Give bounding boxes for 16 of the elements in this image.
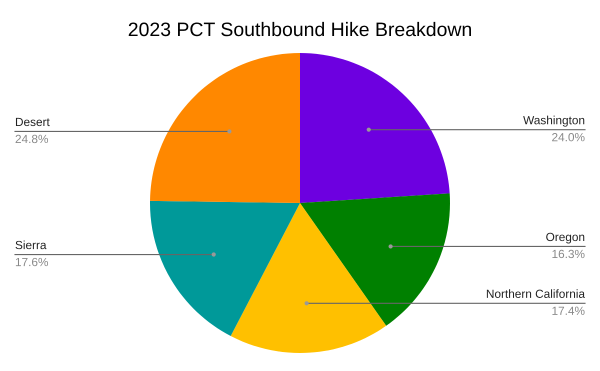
data-label: 16.3% <box>552 250 585 258</box>
pie-slice <box>300 53 450 203</box>
slice-label: Sierra <box>16 240 46 250</box>
data-label: 24.8% <box>16 134 48 144</box>
pie-slice <box>300 193 450 326</box>
slice-label: Oregon <box>546 232 584 244</box>
pie-slice <box>230 203 386 353</box>
chart-title: 2023 PCT Southbound Hike Breakdown <box>128 22 471 36</box>
slice-label: Desert <box>16 118 50 126</box>
data-label: 17.4% <box>552 306 585 315</box>
data-label: 17.6% <box>16 258 48 266</box>
slice-label: Northern California <box>486 289 586 298</box>
pie-slice <box>150 200 300 336</box>
data-label: 24.0% <box>552 133 585 142</box>
pie-slice <box>150 53 300 203</box>
slice-label: Washington <box>523 116 584 127</box>
